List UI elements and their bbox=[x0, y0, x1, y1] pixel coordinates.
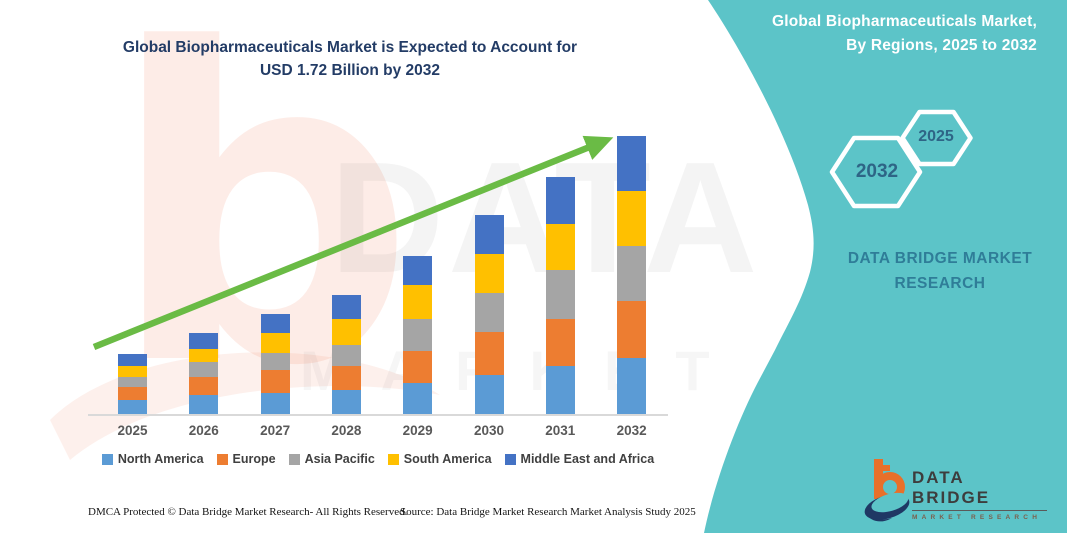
legend-item-europe: Europe bbox=[216, 452, 276, 466]
bar-segment-europe bbox=[331, 365, 361, 390]
chart-title-line1: Global Biopharmaceuticals Market is Expe… bbox=[122, 39, 578, 56]
bar-segment-europe bbox=[474, 331, 504, 376]
panel-brand-text: DATA BRIDGE MARKET RESEARCH bbox=[830, 246, 1050, 296]
bar-segment-south-america bbox=[403, 284, 433, 319]
company-logo-icon bbox=[864, 459, 910, 522]
bar-segment-middle-east-and-africa bbox=[403, 255, 433, 285]
bar-segment-asia-pacific bbox=[474, 292, 504, 332]
company-logo: DATA BRIDGE MARKET RESEARCH bbox=[862, 455, 1047, 525]
bar-segment-south-america bbox=[118, 365, 147, 377]
chart-legend: North America Europe Asia Pacific South Ame… bbox=[78, 452, 678, 466]
legend-label: Asia Pacific bbox=[304, 452, 375, 466]
panel-brand-line2: RESEARCH bbox=[894, 275, 986, 292]
company-logo-text: DATA BRIDGE MARKET RESEARCH bbox=[912, 468, 1047, 521]
bar-segment-north-america bbox=[331, 389, 361, 414]
legend-label: Middle East and Africa bbox=[520, 452, 655, 466]
bar-segment-asia-pacific bbox=[260, 352, 290, 371]
x-axis-label-2027: 2027 bbox=[260, 423, 291, 438]
bar-segment-north-america bbox=[403, 383, 433, 414]
bar-segment-north-america bbox=[260, 393, 290, 414]
bar-segment-middle-east-and-africa bbox=[474, 215, 504, 255]
legend-item-asia-pacific: Asia Pacific bbox=[288, 452, 375, 466]
bar-segment-south-america bbox=[189, 349, 219, 363]
bar-segment-europe bbox=[118, 386, 147, 400]
panel-brand-line1: DATA BRIDGE MARKET bbox=[847, 250, 1033, 267]
legend-item-north-america: North America bbox=[101, 452, 204, 466]
legend-item-south-america: South America bbox=[387, 452, 492, 466]
chart-title-line2: USD 1.72 Billion by 2032 bbox=[259, 62, 441, 79]
stacked-bar-2025 bbox=[118, 354, 147, 414]
bar-segment-south-america bbox=[260, 333, 290, 353]
bar-segment-europe bbox=[260, 370, 290, 393]
bar-segment-middle-east-and-africa bbox=[545, 176, 575, 224]
x-axis-line bbox=[88, 414, 668, 416]
legend-label: South America bbox=[403, 452, 492, 466]
bar-segment-north-america bbox=[189, 394, 219, 414]
stacked-bar-2026 bbox=[189, 333, 219, 414]
bar-segment-south-america bbox=[474, 254, 504, 293]
bar-segment-europe bbox=[617, 301, 647, 358]
stacked-bar-2029 bbox=[403, 255, 433, 414]
legend-item-middle-east-and-africa: Middle East and Africa bbox=[504, 452, 655, 466]
bar-segment-asia-pacific bbox=[118, 376, 147, 387]
hexagon-2032-label: 2032 bbox=[855, 161, 899, 182]
hexagon-2025 bbox=[900, 109, 973, 167]
chart-title: Global Biopharmaceuticals Market is Expe… bbox=[90, 36, 610, 82]
bar-segment-europe bbox=[403, 351, 433, 384]
bar-segment-middle-east-and-africa bbox=[260, 313, 290, 334]
x-axis-label-2031: 2031 bbox=[545, 423, 576, 438]
legend-swatch bbox=[288, 453, 300, 465]
x-axis-label-2026: 2026 bbox=[188, 423, 219, 438]
bar-segment-south-america bbox=[545, 223, 575, 271]
bar-segment-europe bbox=[545, 318, 575, 366]
bar-segment-south-america bbox=[617, 191, 647, 247]
footer-source-text: Source: Data Bridge Market Research Mark… bbox=[400, 506, 696, 518]
x-axis-label-2028: 2028 bbox=[331, 423, 362, 438]
legend-label: Europe bbox=[232, 452, 276, 466]
footer-dmca-text: DMCA Protected © Data Bridge Market Rese… bbox=[88, 506, 408, 518]
stacked-bar-2028 bbox=[331, 294, 361, 414]
bar-segment-middle-east-and-africa bbox=[617, 136, 647, 192]
bar-segment-asia-pacific bbox=[617, 246, 647, 301]
bar-segment-europe bbox=[189, 376, 219, 395]
legend-label: North America bbox=[117, 452, 204, 466]
stacked-bar-2030 bbox=[474, 215, 504, 414]
panel-heading: Global Biopharmaceuticals Market, By Reg… bbox=[707, 10, 1037, 58]
bar-segment-asia-pacific bbox=[331, 344, 361, 366]
stacked-bar-2027 bbox=[260, 313, 290, 414]
legend-swatch bbox=[387, 453, 399, 465]
company-logo-name: DATA BRIDGE bbox=[912, 468, 1047, 511]
bar-segment-middle-east-and-africa bbox=[189, 333, 219, 350]
stacked-bar-2032 bbox=[617, 136, 647, 414]
legend-swatch bbox=[504, 453, 516, 465]
x-axis-label-2029: 2029 bbox=[402, 423, 433, 438]
panel-heading-line1: Global Biopharmaceuticals Market, bbox=[771, 13, 1037, 30]
hexagon-2032 bbox=[829, 135, 923, 209]
bar-segment-north-america bbox=[617, 357, 647, 414]
bar-segment-middle-east-and-africa bbox=[331, 294, 361, 319]
hexagon-badges bbox=[829, 109, 973, 209]
bar-segment-asia-pacific bbox=[403, 318, 433, 352]
legend-swatch bbox=[216, 453, 228, 465]
bar-segment-north-america bbox=[545, 365, 575, 414]
bar-segment-north-america bbox=[474, 375, 504, 414]
panel-heading-line2: By Regions, 2025 to 2032 bbox=[846, 37, 1037, 54]
legend-swatch bbox=[101, 453, 113, 465]
bar-segment-middle-east-and-africa bbox=[118, 354, 147, 366]
bar-segment-south-america bbox=[331, 318, 361, 345]
x-axis-label-2025: 2025 bbox=[117, 423, 148, 438]
bar-segment-north-america bbox=[118, 399, 147, 414]
stacked-bar-2031 bbox=[545, 176, 575, 414]
company-logo-subtext: MARKET RESEARCH bbox=[912, 514, 1042, 521]
bar-segment-asia-pacific bbox=[545, 270, 575, 319]
bar-segment-asia-pacific bbox=[189, 362, 219, 377]
x-axis-label-2032: 2032 bbox=[616, 423, 647, 438]
x-axis-label-2030: 2030 bbox=[473, 423, 505, 438]
hexagon-2025-label: 2025 bbox=[918, 128, 954, 145]
